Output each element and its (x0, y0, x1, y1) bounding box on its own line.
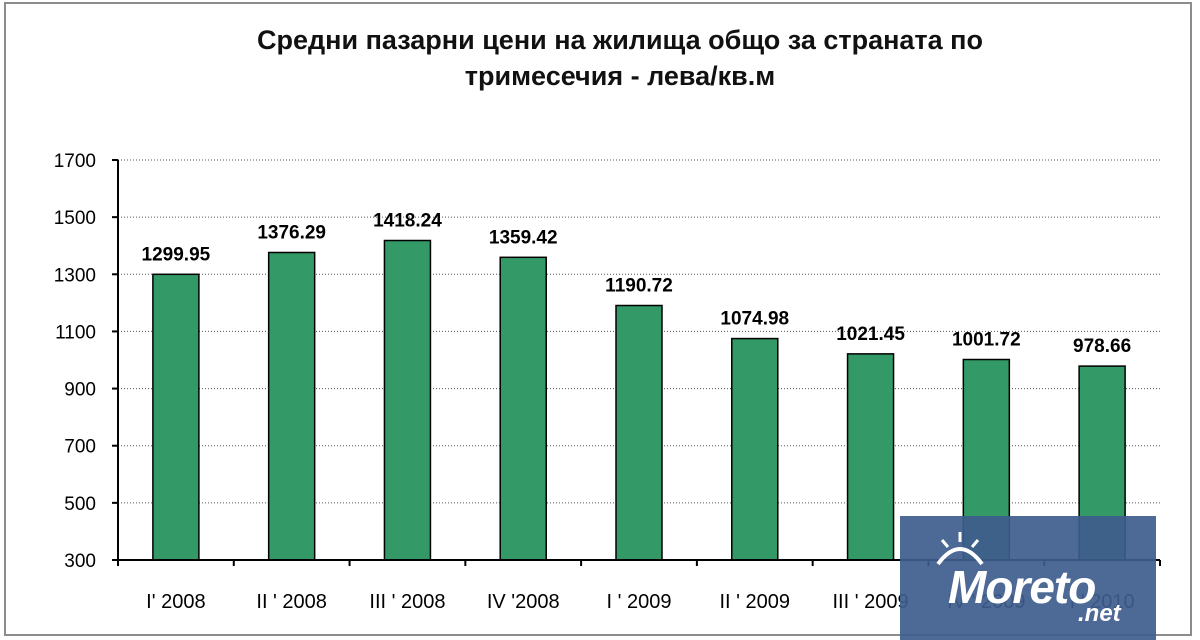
data-label: 1190.72 (605, 276, 673, 297)
x-tick-label: II ' 2008 (256, 591, 327, 613)
watermark-suffix: .net (1078, 600, 1121, 627)
x-tick-label: I ' 2009 (607, 591, 672, 613)
data-label: 978.66 (1073, 336, 1131, 357)
y-tick-label: 700 (64, 437, 96, 458)
x-tick-label: II ' 2009 (720, 591, 791, 613)
y-tick-labels: 300 500 700 900 1100 1300 1500 1700 (54, 151, 96, 572)
y-tick-label: 1500 (54, 208, 96, 229)
data-label: 1359.42 (489, 227, 558, 248)
x-tick-label: I' 2008 (146, 591, 205, 613)
sun-icon (936, 532, 984, 566)
chart-title: Средни пазарни цени на жилища общо за ст… (0, 22, 1200, 94)
bar (731, 337, 779, 561)
data-label: 1418.24 (373, 211, 442, 232)
y-tick-label: 1300 (54, 265, 96, 286)
bar (615, 304, 663, 561)
bar (846, 353, 895, 561)
data-label: 1001.72 (952, 330, 1021, 351)
y-tick-label: 900 (64, 380, 96, 401)
bar (267, 251, 316, 561)
watermark-logo: Moreto .net (900, 516, 1156, 640)
x-tick-label: III ' 2009 (833, 591, 909, 613)
chart-title-line-1: Средни пазарни цени на жилища общо за ст… (257, 25, 983, 55)
data-label: 1021.45 (836, 324, 905, 345)
data-label: 1074.98 (720, 309, 789, 330)
data-label: 1376.29 (257, 222, 326, 243)
bar (499, 256, 547, 561)
bar (152, 273, 200, 561)
y-tick-label: 1100 (55, 322, 96, 343)
x-tick-label: III ' 2008 (369, 591, 445, 613)
data-labels: 1299.95 1376.29 1418.24 1359.42 1190.72 1074.… (142, 211, 1132, 358)
chart-title-line-2: тримесечия - лева/кв.м (464, 61, 776, 91)
y-tick-label: 1700 (54, 151, 96, 172)
data-label: 1299.95 (142, 244, 211, 265)
x-tick-label: IV '2008 (487, 591, 560, 613)
bar (383, 239, 432, 561)
y-tick-label: 300 (64, 551, 96, 572)
watermark-brand: Moreto (948, 561, 1096, 613)
y-tick-label: 500 (64, 494, 96, 515)
